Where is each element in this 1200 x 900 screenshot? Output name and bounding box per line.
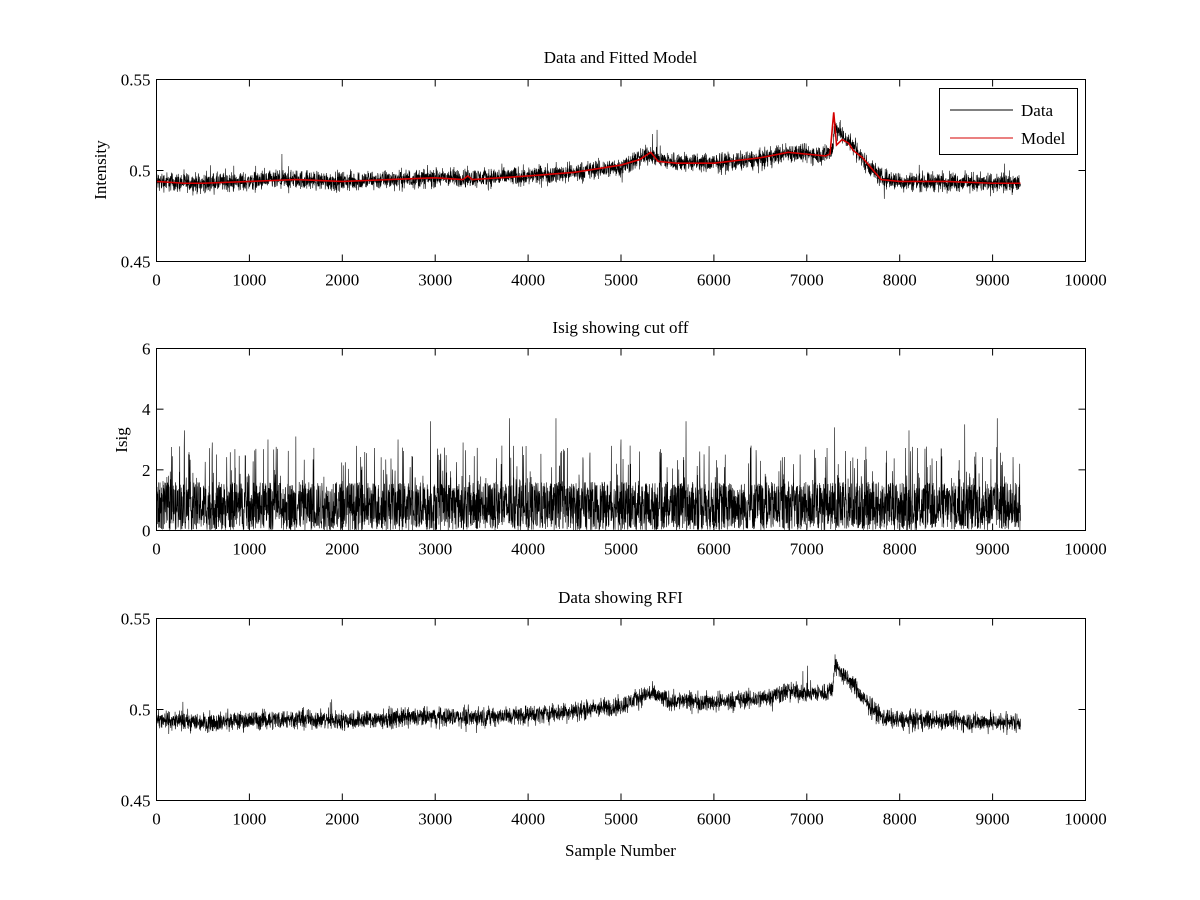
plot-area xyxy=(156,418,1021,531)
y-tick-label: 0.55 xyxy=(121,610,151,629)
chart-title: Data and Fitted Model xyxy=(544,48,698,67)
x-tick-label: 0 xyxy=(152,271,161,290)
tick-marks: 0 1000 2000 3000 4000 5000 6000 7000 8000 9000 100… xyxy=(142,340,1107,559)
x-tick-label: 7000 xyxy=(790,540,824,559)
x-tick-label: 1000 xyxy=(232,810,266,829)
y-tick-label: 0.5 xyxy=(129,701,150,720)
y-tick-label: 0 xyxy=(142,522,151,541)
x-tick-label: 2000 xyxy=(325,540,359,559)
x-tick-label: 0 xyxy=(152,540,161,559)
x-tick-label: 10000 xyxy=(1064,810,1107,829)
x-tick-label: 1000 xyxy=(232,540,266,559)
x-tick-label: 8000 xyxy=(883,271,917,290)
chart-title: Data showing RFI xyxy=(558,588,683,607)
series-data-line xyxy=(156,654,1021,736)
chart-title: Isig showing cut off xyxy=(552,318,688,337)
x-tick-label: 4000 xyxy=(511,540,545,559)
x-tick-label: 4000 xyxy=(511,271,545,290)
y-tick-label: 4 xyxy=(142,400,151,419)
y-axis-label: Intensity xyxy=(91,140,110,200)
x-tick-label: 0 xyxy=(152,810,161,829)
x-tick-label: 3000 xyxy=(418,810,452,829)
x-tick-label: 8000 xyxy=(883,540,917,559)
y-tick-label: 0.5 xyxy=(129,162,150,181)
x-tick-label: 6000 xyxy=(697,271,731,290)
y-axis-label: Isig xyxy=(112,427,131,453)
legend-data-label: Data xyxy=(1021,101,1054,120)
series-model-line xyxy=(156,112,1021,185)
legend: Data Model xyxy=(939,88,1078,155)
series-data-line xyxy=(156,120,1021,199)
x-tick-label: 7000 xyxy=(790,271,824,290)
x-tick-label: 6000 xyxy=(697,810,731,829)
tick-marks: 0 1000 2000 3000 4000 5000 6000 7000 8000 9000 100… xyxy=(121,610,1107,829)
panel-data-rfi: Data showing RFI 0 1000 2000 3000 4000 5000 60… xyxy=(121,588,1107,860)
y-tick-label: 6 xyxy=(142,340,151,359)
x-tick-label: 1000 xyxy=(232,271,266,290)
x-tick-label: 5000 xyxy=(604,271,638,290)
plot-area xyxy=(156,112,1021,199)
x-tick-label: 4000 xyxy=(511,810,545,829)
x-tick-label: 3000 xyxy=(418,271,452,290)
x-tick-label: 10000 xyxy=(1064,540,1107,559)
x-tick-label: 8000 xyxy=(883,810,917,829)
x-tick-label: 9000 xyxy=(976,810,1010,829)
x-tick-label: 9000 xyxy=(976,540,1010,559)
x-tick-label: 2000 xyxy=(325,810,359,829)
y-tick-label: 0.45 xyxy=(121,253,151,272)
plot-area xyxy=(156,654,1021,736)
x-tick-label: 5000 xyxy=(604,540,638,559)
panel-data-fitted-model: Data and Fitted Model Intensity 0 1000 200… xyxy=(91,48,1107,290)
y-tick-label: 2 xyxy=(142,461,151,480)
x-axis-label: Sample Number xyxy=(565,841,676,860)
x-tick-label: 9000 xyxy=(976,271,1010,290)
legend-box xyxy=(939,88,1078,155)
tick-marks: 0 1000 2000 3000 4000 5000 6000 7000 8000 9000 100… xyxy=(121,71,1107,290)
panel-isig-cutoff: Isig showing cut off Isig 0 1000 2000 3000 4… xyxy=(112,318,1107,559)
x-tick-label: 2000 xyxy=(325,271,359,290)
x-tick-label: 6000 xyxy=(697,540,731,559)
legend-model-label: Model xyxy=(1021,129,1066,148)
y-tick-label: 0.45 xyxy=(121,792,151,811)
x-tick-label: 10000 xyxy=(1064,271,1107,290)
x-tick-label: 3000 xyxy=(418,540,452,559)
x-tick-label: 7000 xyxy=(790,810,824,829)
y-tick-label: 0.55 xyxy=(121,71,151,90)
series-isig-line xyxy=(156,418,1021,531)
x-tick-label: 5000 xyxy=(604,810,638,829)
